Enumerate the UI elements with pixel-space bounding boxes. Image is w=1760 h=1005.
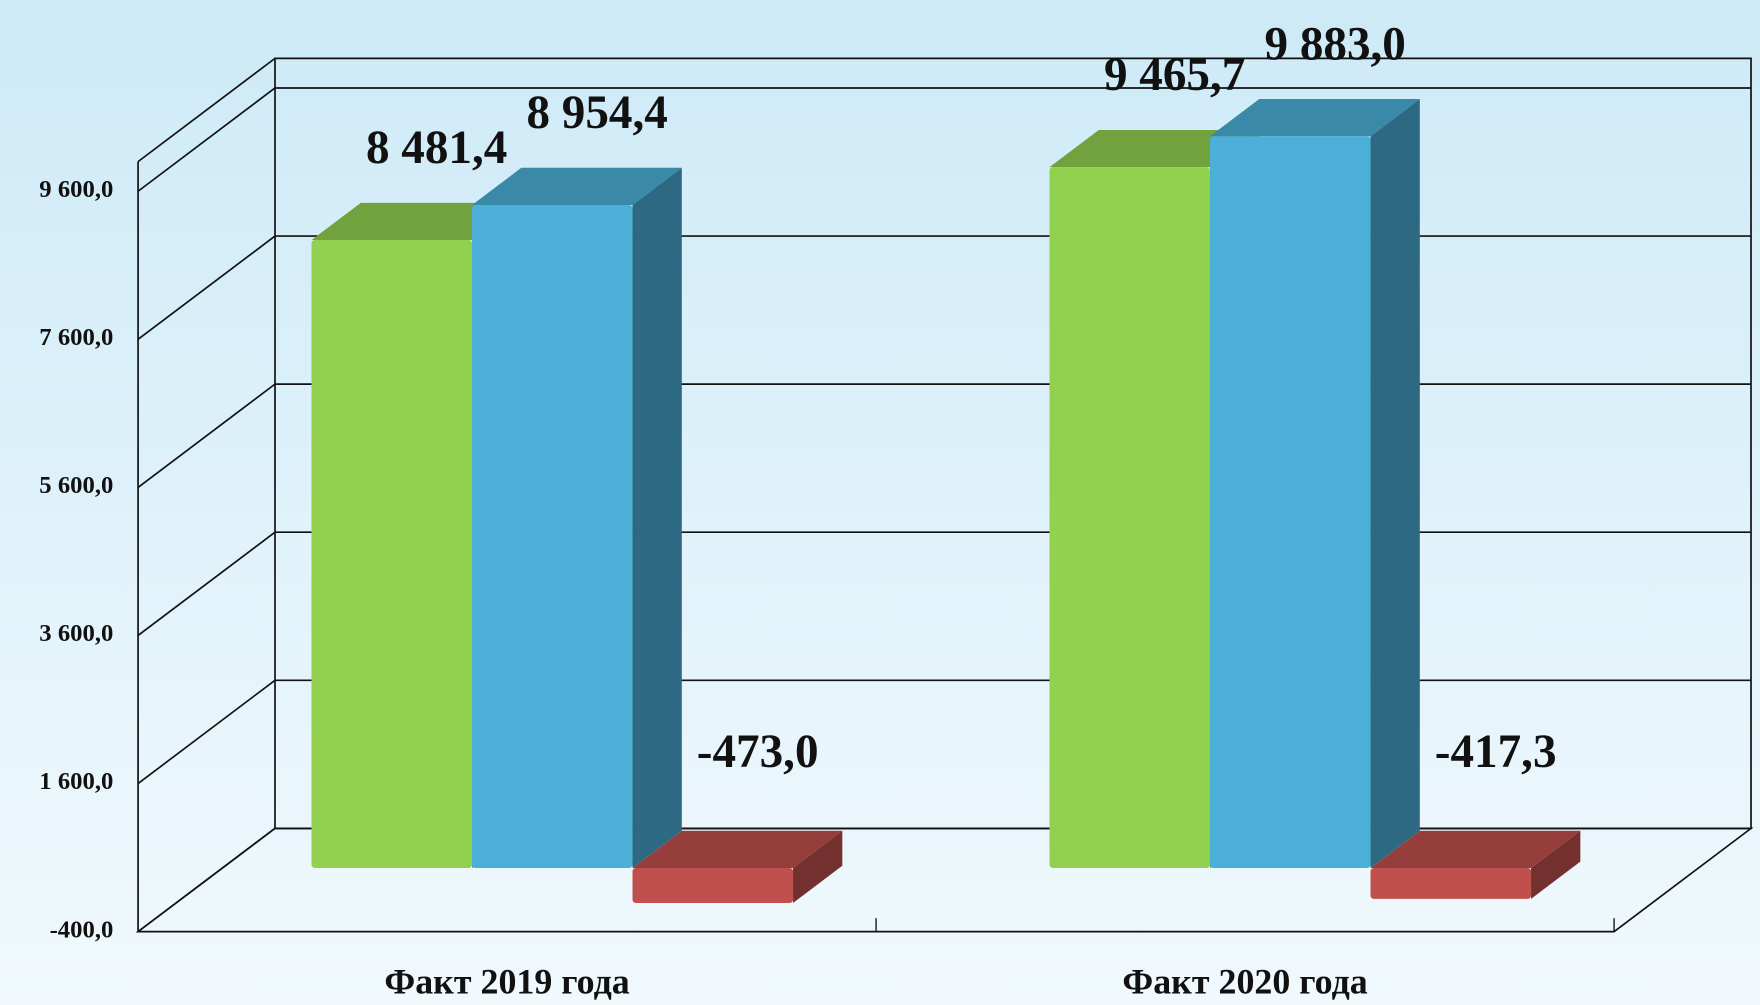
bar-front: [472, 204, 633, 868]
y-tick-label: 7 600,0: [39, 324, 113, 351]
bar: [1210, 99, 1420, 868]
value-label: 8 954,4: [526, 87, 667, 139]
bar-front: [1370, 867, 1532, 899]
bar-top: [1370, 830, 1581, 868]
plot: -400,0 1 600,0 3 600,0 5 600,0 7 600,0 9 600,…: [39, 18, 1754, 1002]
value-label: 9 465,7: [1104, 49, 1245, 101]
value-label: -473,0: [697, 726, 819, 778]
grid-line-side: [137, 531, 276, 637]
bar: [632, 830, 843, 903]
bar-top: [1049, 129, 1260, 168]
grid-line-side: [137, 235, 276, 340]
y-tick-label: 5 600,0: [39, 472, 113, 499]
bar-front: [1210, 136, 1371, 868]
x-tick-label: Факт 2019 года: [384, 962, 629, 1002]
grid-line-side: [137, 87, 276, 192]
y-tick-label: 9 600,0: [39, 176, 113, 203]
bar-side: [793, 830, 843, 903]
y-tick-label: -400,0: [50, 916, 114, 943]
bar-top: [311, 202, 522, 240]
bar-top: [472, 167, 682, 205]
grid-line-side: [137, 383, 276, 489]
value-label: 8 481,4: [366, 122, 507, 174]
bar-front: [311, 239, 473, 868]
x-tick-label: Факт 2020 года: [1122, 962, 1367, 1002]
y-tick-label: 1 600,0: [39, 768, 113, 795]
left-wall-top: [137, 57, 276, 163]
y-tick-label: 3 600,0: [39, 620, 113, 647]
grid-line-side: [137, 827, 276, 933]
bar-front: [632, 867, 794, 903]
grid-line: [137, 87, 1752, 192]
bar-top: [632, 830, 843, 868]
grid-line-side: [137, 679, 276, 785]
bar-front: [1049, 167, 1211, 868]
bar-side: [1531, 830, 1581, 899]
bar: [1370, 830, 1581, 899]
value-label: 9 883,0: [1264, 18, 1405, 70]
bar-top: [1210, 99, 1420, 137]
bar-side: [632, 167, 682, 868]
bar-side: [1370, 99, 1420, 868]
value-label: -417,3: [1435, 726, 1557, 778]
bar: [472, 167, 682, 868]
